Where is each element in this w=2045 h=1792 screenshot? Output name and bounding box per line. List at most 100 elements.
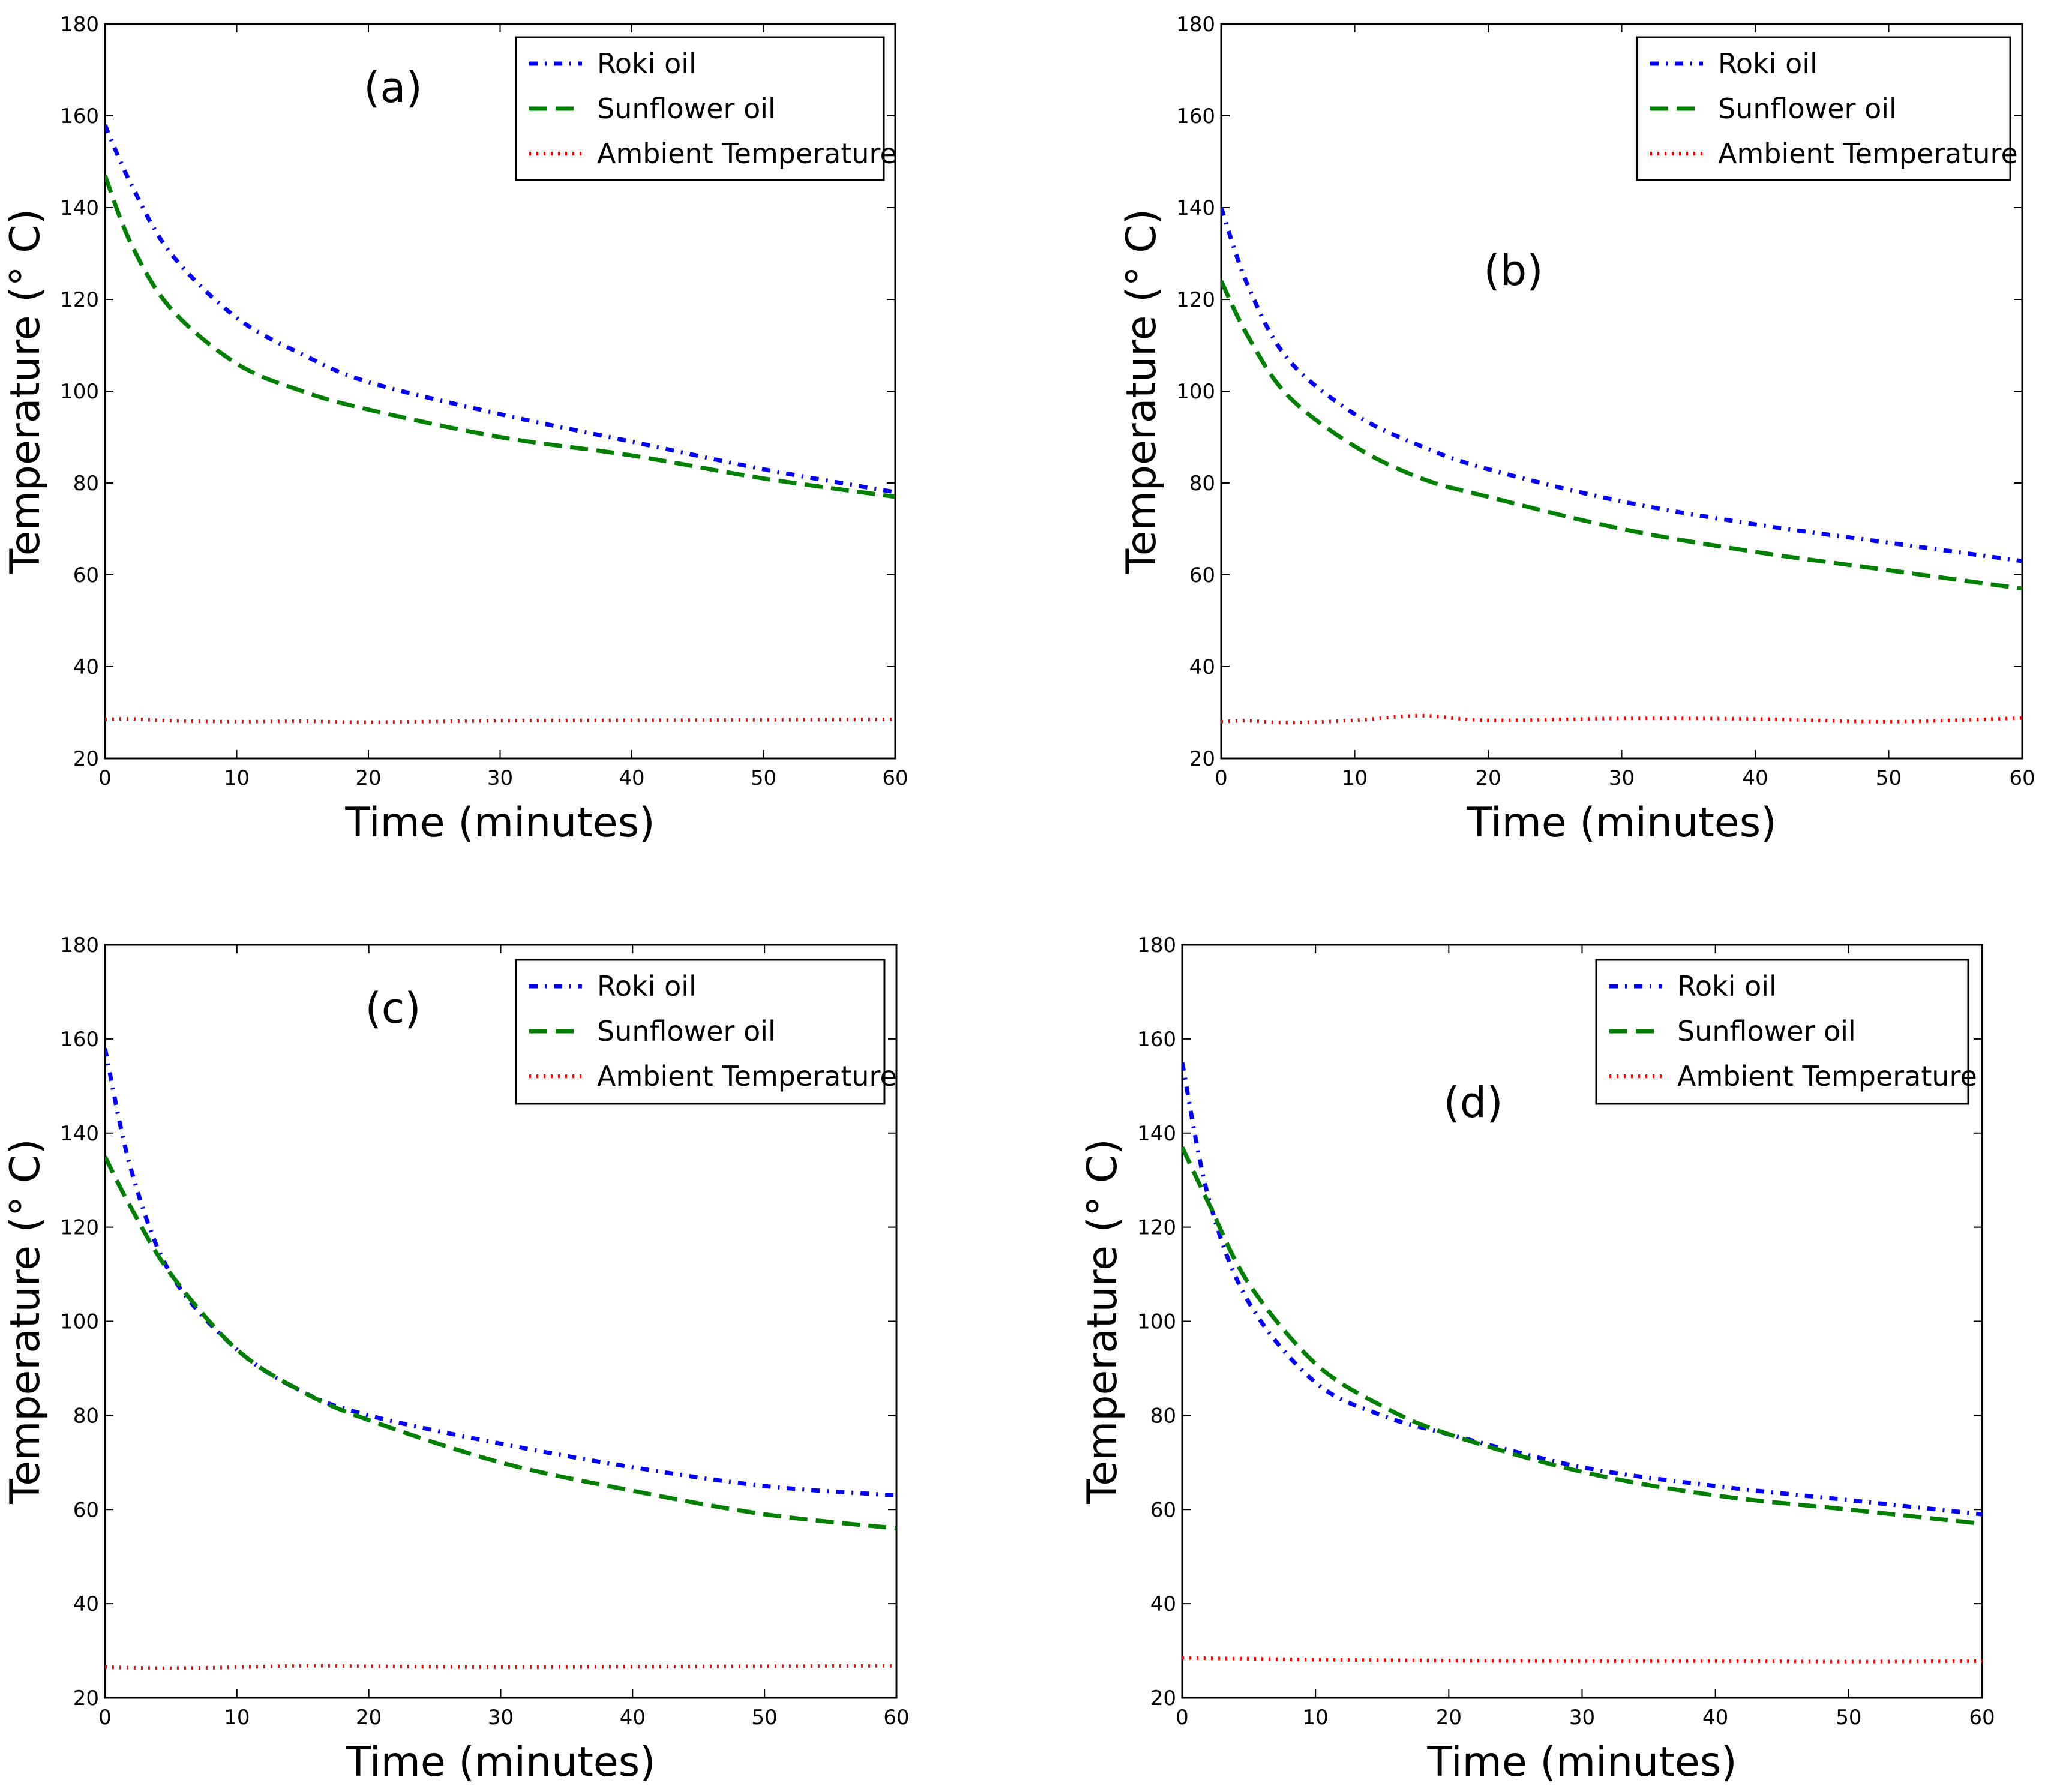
- y-tick-label: 40: [73, 655, 99, 679]
- x-tick-label: 10: [224, 1706, 250, 1730]
- x-tick-label: 40: [1702, 1706, 1728, 1730]
- y-tick-label: 60: [73, 563, 99, 587]
- series-line-sunflower-oil: [1221, 280, 2022, 591]
- x-tick-label: 50: [1876, 766, 1902, 790]
- y-tick-label: 100: [1137, 1310, 1176, 1334]
- chart-panel-d: 0 10 20 30 40 50 60 20 40 60 80 100 120 140 160 180 Time…: [1079, 933, 1995, 1786]
- series-line-roki-oil: [105, 124, 895, 494]
- y-tick-label: 140: [1137, 1122, 1176, 1146]
- y-tick-label: 160: [60, 1028, 99, 1052]
- legend-entry-label: Sunflower oil: [597, 1015, 776, 1047]
- legend-entry-label: Ambient Temperature: [597, 1060, 897, 1092]
- x-tick-label: 10: [1342, 766, 1368, 790]
- legend-entry-label: Ambient Temperature: [1718, 137, 2018, 170]
- y-tick-label: 100: [60, 1310, 99, 1334]
- panel-label: (a): [364, 63, 422, 112]
- series-line-ambient-temperature: [105, 1664, 896, 1670]
- y-tick-label: 80: [1189, 472, 1215, 496]
- chart-panel-b: 0 10 20 30 40 50 60 20 40 60 80 100 120 140 160 180 Time…: [1118, 13, 2035, 847]
- legend-entry-label: Sunflower oil: [1677, 1015, 1856, 1047]
- x-tick-label: 30: [487, 766, 513, 790]
- x-tick-label: 60: [1969, 1706, 1995, 1730]
- x-tick-label: 0: [1176, 1706, 1189, 1730]
- y-tick-label: 60: [1150, 1498, 1176, 1522]
- x-axis-label: Time (minutes): [1466, 799, 1776, 847]
- x-tick-label: 0: [98, 1706, 112, 1730]
- chart-panel-c: 0 10 20 30 40 50 60 20 40 60 80 100 120 140 160 180 Time…: [2, 933, 910, 1786]
- series-line-sunflower-oil: [105, 1155, 896, 1531]
- y-tick-label: 80: [73, 1404, 99, 1428]
- series-line-sunflower-oil: [105, 175, 895, 499]
- x-tick-label: 50: [1836, 1706, 1861, 1730]
- series-line-ambient-temperature: [1182, 1656, 1982, 1664]
- x-tick-label: 20: [1475, 766, 1501, 790]
- y-tick-label: 20: [1189, 747, 1215, 771]
- y-tick-label: 20: [1150, 1686, 1176, 1710]
- legend-entry-label: Ambient Temperature: [597, 137, 897, 170]
- legend-entry-label: Sunflower oil: [1718, 92, 1897, 125]
- x-tick-label: 60: [2009, 766, 2035, 790]
- x-tick-label: 40: [620, 1706, 646, 1730]
- legend-entry-label: Roki oil: [597, 47, 697, 80]
- x-tick-label: 20: [356, 1706, 382, 1730]
- legend-box: [1636, 36, 2011, 181]
- y-tick-label: 40: [73, 1592, 99, 1616]
- x-tick-label: 20: [1436, 1706, 1462, 1730]
- y-tick-label: 100: [1176, 380, 1215, 404]
- x-tick-label: 20: [355, 766, 381, 790]
- y-tick-label: 60: [1189, 563, 1215, 587]
- series-line-roki-oil: [1182, 1062, 1982, 1517]
- x-tick-label: 60: [882, 766, 908, 790]
- y-tick-label: 120: [1176, 288, 1215, 312]
- legend-entry-label: Roki oil: [597, 970, 697, 1002]
- legend-box: [1595, 959, 1969, 1105]
- y-tick-label: 80: [73, 472, 99, 496]
- y-tick-label: 40: [1189, 655, 1215, 679]
- y-tick-label: 160: [60, 104, 99, 128]
- x-tick-label: 0: [98, 766, 112, 790]
- y-axis-label: Temperature (° C): [2, 1139, 49, 1505]
- y-tick-label: 180: [60, 933, 99, 957]
- legend-box: [515, 36, 885, 181]
- panel-label: (b): [1483, 246, 1543, 295]
- y-tick-label: 180: [1137, 933, 1176, 957]
- legend-entry-label: Ambient Temperature: [1677, 1060, 1977, 1092]
- legend-entry-label: Roki oil: [1718, 47, 1818, 80]
- x-tick-label: 40: [1742, 766, 1768, 790]
- y-tick-label: 180: [60, 13, 99, 37]
- y-tick-label: 40: [1150, 1592, 1176, 1616]
- x-tick-label: 50: [751, 766, 776, 790]
- y-axis-label: Temperature (° C): [2, 209, 49, 575]
- series-line-ambient-temperature: [105, 717, 895, 724]
- y-tick-label: 180: [1176, 13, 1215, 37]
- y-tick-label: 120: [60, 288, 99, 312]
- x-tick-label: 30: [1609, 766, 1635, 790]
- series-line-roki-oil: [105, 1047, 896, 1498]
- legend: Roki oil Sunflower oil Ambient Temperature: [515, 959, 897, 1105]
- y-tick-label: 160: [1176, 104, 1215, 128]
- y-tick-label: 60: [73, 1498, 99, 1522]
- legend-entry-label: Sunflower oil: [597, 92, 776, 125]
- y-tick-label: 140: [60, 196, 99, 220]
- series-line-roki-oil: [1221, 206, 2022, 563]
- series-line-ambient-temperature: [1221, 713, 2022, 725]
- y-tick-label: 20: [73, 747, 99, 771]
- x-axis-label: Time (minutes): [344, 799, 655, 847]
- x-axis-label: Time (minutes): [1426, 1739, 1737, 1786]
- x-tick-label: 30: [1569, 1706, 1595, 1730]
- x-tick-label: 40: [619, 766, 644, 790]
- y-tick-label: 80: [1150, 1404, 1176, 1428]
- y-tick-label: 120: [1137, 1216, 1176, 1240]
- x-tick-label: 10: [1303, 1706, 1329, 1730]
- chart-panel-a: 0 10 20 30 40 50 60 20 40 60 80 100 120 140 160 180 Time…: [2, 13, 908, 847]
- y-axis-label: Temperature (° C): [1118, 209, 1165, 575]
- y-tick-label: 20: [73, 1686, 99, 1710]
- y-tick-label: 120: [60, 1216, 99, 1240]
- legend-box: [515, 959, 886, 1105]
- x-axis-label: Time (minutes): [345, 1739, 655, 1786]
- y-tick-label: 140: [1176, 196, 1215, 220]
- x-tick-label: 60: [883, 1706, 909, 1730]
- panel-label: (d): [1443, 1078, 1503, 1127]
- x-tick-label: 50: [752, 1706, 778, 1730]
